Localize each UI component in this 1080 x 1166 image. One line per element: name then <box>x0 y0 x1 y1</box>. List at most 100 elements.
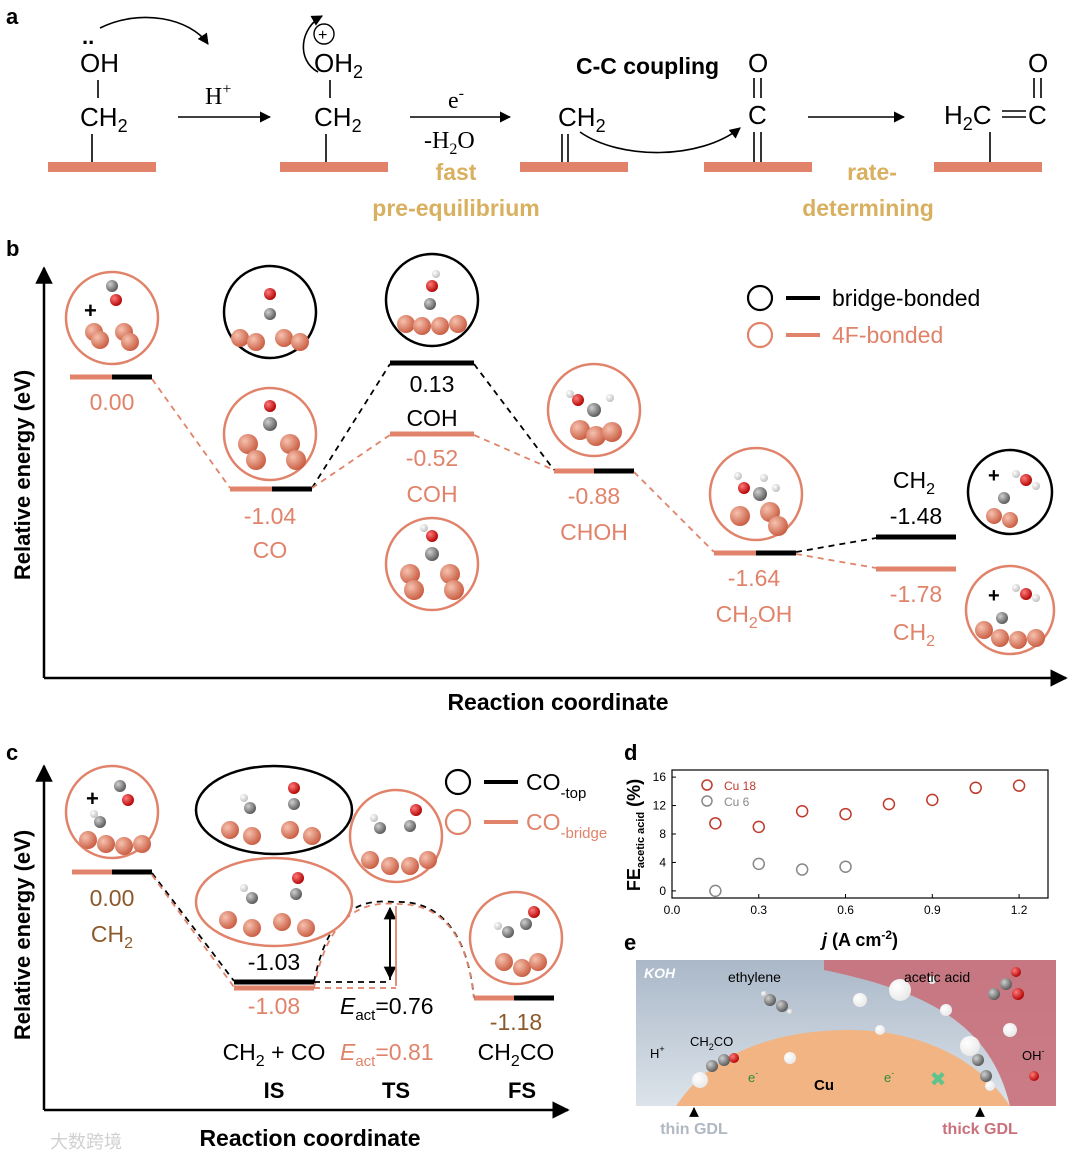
x-tick-label: 0.3 <box>750 903 767 917</box>
panel-b-letter: b <box>6 236 19 261</box>
c-inset-fs <box>468 890 564 986</box>
d-y-ticks: 0 4 8 12 16 <box>653 770 676 898</box>
c-label-2: C <box>1028 100 1047 130</box>
c-label-is-bridge: -1.08 <box>248 993 300 1019</box>
c-inset-is-bridge <box>194 856 354 948</box>
data-point <box>709 817 722 830</box>
inset-choh <box>546 362 642 458</box>
panel-b: b Relative energy (eV) Reaction coordina… <box>6 236 1068 715</box>
panel-a: a .. OH CH2 H+ + OH2 CH2 e- -H2O fast pr… <box>6 4 1048 221</box>
h-plus-label: H+ <box>205 81 231 110</box>
data-point <box>882 797 896 811</box>
data-point <box>1012 779 1026 792</box>
x-tick-label: 0.0 <box>664 903 681 917</box>
e-minus-label-2: e- <box>884 1068 894 1085</box>
state-fs: FS <box>508 1078 536 1103</box>
surface-4 <box>704 162 812 172</box>
ethylene-label: ethylene <box>728 969 781 985</box>
oh-label: OH <box>80 48 119 78</box>
y-axis-label-c: Relative energy (eV) <box>10 830 35 1040</box>
label-ch2oh-value: -1.64 <box>728 565 781 591</box>
thick-gdl-label: thick GDL <box>942 1121 1018 1138</box>
y-tick-label: 4 <box>659 855 666 869</box>
inset-ch2oh <box>708 446 804 542</box>
svg-text:+: + <box>988 465 1000 487</box>
curved-arrow-3 <box>579 127 741 154</box>
d-legend-marker-cu6 <box>701 795 713 807</box>
label-ch2-4f-value: -1.78 <box>890 581 942 607</box>
d-points <box>709 779 1026 898</box>
molecules: ✖ <box>706 967 1039 1091</box>
y-tick-label: 0 <box>659 884 666 898</box>
connectors <box>151 363 877 569</box>
legend-label-top: CO-top <box>526 769 586 802</box>
e-minus-label-1: e- <box>748 1068 758 1085</box>
svg-text:+: + <box>84 298 97 323</box>
legend-circle-top <box>444 768 472 796</box>
ch2-label-1: CH2 <box>80 102 128 136</box>
rate-label: rate- <box>847 159 897 185</box>
c-label-1: C <box>748 100 767 130</box>
panel-d-letter: d <box>624 740 637 765</box>
label-coh-bridge-value: 0.13 <box>410 371 455 397</box>
x-tick-label: 0.9 <box>924 903 941 917</box>
label-ch2-bridge-name: CH2 <box>893 467 935 498</box>
d-legend-cu18: Cu 18 <box>724 779 756 793</box>
label-ch2-bridge-value: -1.48 <box>890 503 942 529</box>
curved-arrow-2 <box>302 15 323 73</box>
c-label-ch2: CH2 <box>91 921 133 952</box>
label-ch2-4f-name: CH2 <box>893 619 935 650</box>
legend-circle-bridge <box>746 284 774 312</box>
cu-label: Cu <box>814 1077 834 1094</box>
c-inset-ts <box>348 788 444 884</box>
bubbles <box>692 976 1017 1091</box>
state-ts: TS <box>382 1078 410 1103</box>
inset-ch2-4f: + <box>964 564 1056 656</box>
label-co-name: CO <box>253 537 288 563</box>
x-tick-label: 1.2 <box>1011 903 1028 917</box>
ch2-label-2: CH2 <box>314 102 362 136</box>
oh2-label: OH2 <box>314 48 363 82</box>
label-coh-bridge-name: COH <box>406 405 457 431</box>
legend-label-bridge-c: CO-bridge <box>526 809 607 842</box>
y-tick-label: 8 <box>659 827 666 841</box>
watermark: 大数跨境 <box>50 1132 122 1152</box>
inset-co-bridge <box>222 264 318 360</box>
d-legend-marker-cu18 <box>701 779 713 791</box>
y-tick-label: 12 <box>653 799 667 813</box>
e-minus-label: e- <box>448 85 464 114</box>
data-point <box>969 781 982 795</box>
ch2co-label: CH2CO <box>690 1034 733 1052</box>
panel-e: e KOH ethylene acetic acid CH2CO H+ e- e… <box>624 930 1056 1138</box>
label-ch2oh-name: CH2OH <box>716 601 793 632</box>
inset-initial: + <box>64 270 160 366</box>
d-y-label: FEacetic acid (%) <box>624 779 647 891</box>
c-label-eact-top: Eact=0.76 <box>340 993 434 1024</box>
c-label-zero: 0.00 <box>90 885 135 911</box>
label-coh-4f-name: COH <box>406 481 457 507</box>
koh-label: KOH <box>644 965 676 981</box>
x-axis-label-c: Reaction coordinate <box>199 1125 420 1151</box>
x-axis-label: Reaction coordinate <box>447 689 668 715</box>
d-legend-cu6: Cu 6 <box>724 795 750 809</box>
panel-e-letter: e <box>624 930 636 955</box>
c-inset-initial: + <box>64 764 160 860</box>
data-point <box>839 860 852 873</box>
label-coh-4f-value: -0.52 <box>406 445 458 471</box>
inset-ch2-bridge: + <box>966 448 1054 536</box>
pre-equilibrium-label: pre-equilibrium <box>372 195 539 221</box>
o-label-2: O <box>1028 48 1048 78</box>
data-point <box>752 857 766 871</box>
o-label-1: O <box>748 48 768 78</box>
svg-text:✖: ✖ <box>930 1069 947 1091</box>
h2c-label: H2C <box>944 100 992 134</box>
label-choh-value: -0.88 <box>568 483 620 509</box>
minus-h2o-label: -H2O <box>424 128 475 158</box>
legend-circle-bridge-c <box>444 808 472 836</box>
x-tick-label: 0.6 <box>837 903 854 917</box>
surface-3 <box>520 162 628 172</box>
c-inset-is-top <box>194 764 354 856</box>
c-label-fs-value: -1.18 <box>490 1009 542 1035</box>
svg-text:+: + <box>988 585 1000 607</box>
